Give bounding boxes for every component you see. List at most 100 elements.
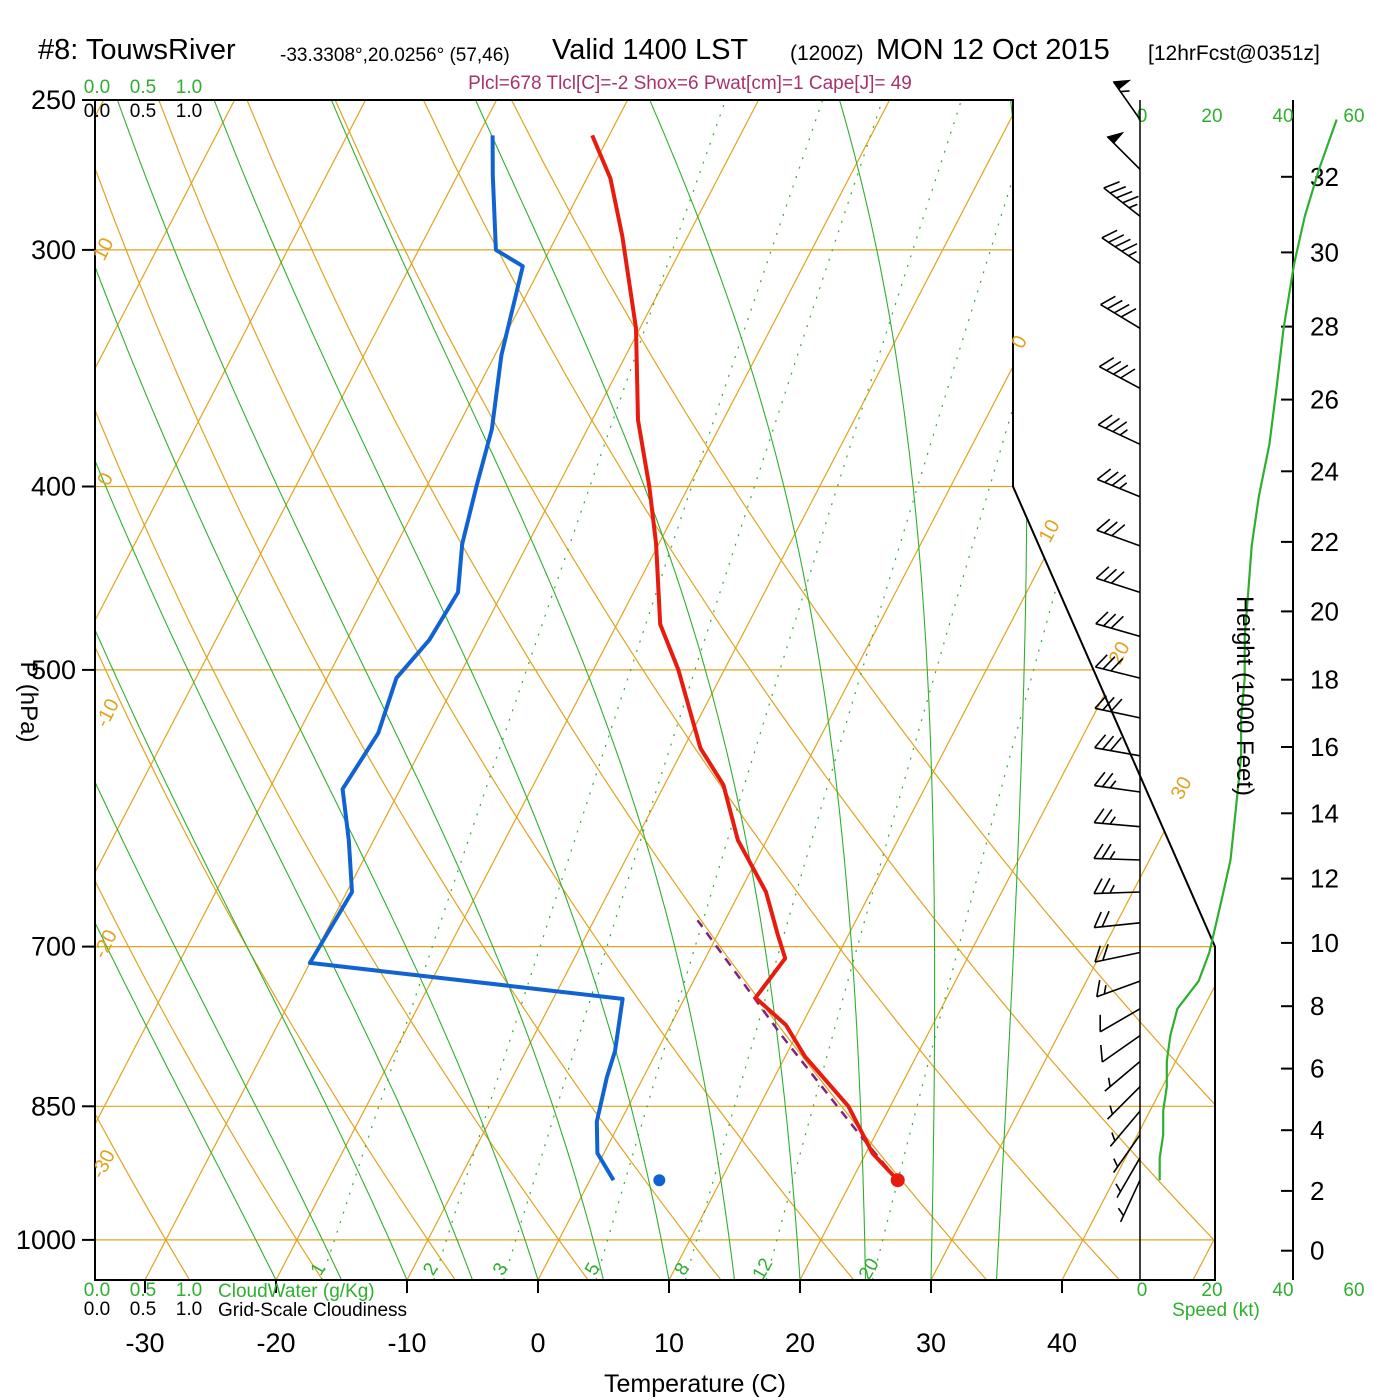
background-grid xyxy=(95,100,1215,1280)
dry-adiabat xyxy=(95,100,722,1280)
barb-full xyxy=(1093,843,1104,859)
temperature-tick-label: 20 xyxy=(785,1328,815,1358)
barb-full xyxy=(1121,243,1138,252)
barb-staff xyxy=(1093,857,1141,861)
height-tick-label: 30 xyxy=(1310,237,1339,267)
moist-adiabat xyxy=(475,100,801,1280)
height-tick-label: 0 xyxy=(1310,1236,1324,1266)
temperature-tick-label: -30 xyxy=(125,1328,164,1358)
pressure-tick-label: 250 xyxy=(31,85,76,115)
speed-scale-top: 40 xyxy=(1272,106,1293,127)
speed-axis-title: Speed (kt) xyxy=(1172,1300,1260,1321)
height-tick-label: 10 xyxy=(1310,928,1339,958)
height-tick-label: 14 xyxy=(1310,798,1339,828)
isotherm xyxy=(1192,100,1215,1280)
barb-staff xyxy=(1094,922,1141,929)
speed-scale-top: 60 xyxy=(1343,106,1364,127)
isotherm xyxy=(95,100,236,1280)
height-tick-label: 6 xyxy=(1310,1054,1324,1084)
barb-staff xyxy=(1094,951,1141,963)
isotherm xyxy=(930,100,1215,1280)
forecast-tag: [12hrFcst@0351z] xyxy=(1148,42,1320,65)
barb-full xyxy=(1102,696,1115,711)
barb-staff xyxy=(1104,1060,1141,1092)
dry-adiabat xyxy=(510,100,1215,1280)
isotherm xyxy=(1061,100,1215,1280)
dry-adiabat xyxy=(95,100,191,1280)
temperature-tick-label: 30 xyxy=(916,1328,946,1358)
dry-adiabat xyxy=(246,100,988,1280)
temperature-tick-label: -10 xyxy=(387,1328,426,1358)
moist-adiabat xyxy=(995,100,1028,1280)
moist-adiabat xyxy=(838,100,936,1280)
cloudwater-scale-top: 1.0 xyxy=(176,77,202,98)
moist-adiabat xyxy=(95,100,539,1280)
speed-scale-bottom: 60 xyxy=(1343,1280,1364,1301)
mixing-ratio-line xyxy=(872,100,1197,1280)
barb-full xyxy=(1101,735,1115,750)
barb-staff xyxy=(1097,424,1141,446)
barb-full xyxy=(1105,360,1122,372)
barb-full xyxy=(1094,945,1102,963)
barb-staff xyxy=(1099,365,1141,390)
barb-full xyxy=(1110,658,1124,672)
barb-full xyxy=(1111,524,1126,537)
barb-full xyxy=(1116,190,1133,199)
barb-staff xyxy=(1094,747,1141,757)
isotherm xyxy=(95,100,367,1280)
height-tick-label: 26 xyxy=(1310,385,1339,415)
mixing-ratio-line xyxy=(503,100,884,1280)
barb-full xyxy=(1101,877,1111,894)
station-title: #8: TouwsRiver xyxy=(38,34,236,66)
speed-scale-bottom: 0 xyxy=(1137,1280,1148,1301)
height-tick-label: 2 xyxy=(1310,1176,1324,1206)
barb-full xyxy=(1101,910,1110,928)
isotherm xyxy=(95,100,498,1280)
barb-full xyxy=(1093,808,1105,824)
barb-half xyxy=(1109,780,1117,789)
barb-half xyxy=(1103,985,1107,995)
barb-full xyxy=(1094,734,1107,749)
pressure-tick-label: 850 xyxy=(31,1091,76,1121)
station-location: -33.3308°,20.0256° (57,46) xyxy=(280,45,510,66)
surface-dewpoint-dot xyxy=(653,1174,666,1187)
cloudwater-scale-bottom: 1.0 xyxy=(176,1280,202,1301)
barb-full xyxy=(1107,299,1123,310)
cloudwater-axis-title: CloudWater (g/Kg) xyxy=(218,1281,375,1302)
barb-full xyxy=(1101,808,1113,824)
speed-scale-top: 0 xyxy=(1137,106,1148,127)
barb-staff xyxy=(1094,707,1141,719)
barb-half xyxy=(1113,1158,1119,1168)
height-tick-label: 4 xyxy=(1310,1115,1324,1145)
barb-full xyxy=(1112,421,1128,433)
barb-half xyxy=(1119,429,1128,436)
cloudiness-scale-top: 0.5 xyxy=(130,101,156,122)
mixing-ratio-label: 2 xyxy=(419,1259,442,1279)
temperature-tick-label: -20 xyxy=(256,1328,295,1358)
height-tick-label: 18 xyxy=(1310,665,1339,695)
barb-full xyxy=(1109,736,1123,752)
barb-staff xyxy=(1094,784,1141,793)
pressure-axis-title: P (hPa) xyxy=(15,661,42,743)
isotherm xyxy=(275,100,891,1280)
pressure-tick-label: 400 xyxy=(31,471,76,501)
moist-adiabat xyxy=(95,100,474,1280)
barb-full xyxy=(1096,468,1112,481)
moist-adiabat xyxy=(95,100,342,1280)
barb-full xyxy=(1120,368,1136,379)
barb-staff xyxy=(1096,577,1141,594)
cloudwater-scale-top: 0.0 xyxy=(84,77,110,98)
cloudiness-scale-bottom: 1.0 xyxy=(176,1299,202,1320)
barb-full xyxy=(1120,308,1137,318)
plot-border xyxy=(94,99,1216,1281)
moist-adiabat xyxy=(95,100,408,1280)
barb-full xyxy=(1100,1044,1104,1063)
isotherm xyxy=(406,100,1022,1280)
pressure-tick-label: 700 xyxy=(31,932,76,962)
valid-zulu: (1200Z) xyxy=(790,42,864,65)
barb-half xyxy=(1119,482,1128,490)
barb-full xyxy=(1110,571,1125,584)
cloudiness-scale-top: 0.0 xyxy=(84,101,110,122)
barb-staff xyxy=(1096,980,1141,998)
barb-full xyxy=(1101,843,1112,860)
